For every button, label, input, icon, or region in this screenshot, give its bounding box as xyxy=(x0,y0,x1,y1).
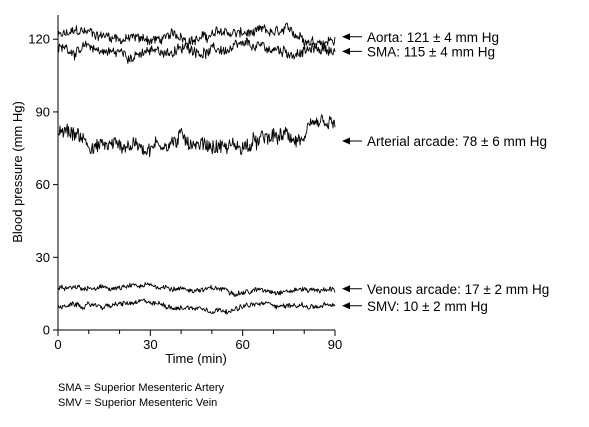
venous-arcade-trace xyxy=(57,282,336,298)
y-tick-label: 30 xyxy=(36,250,50,265)
arterial-arcade-label: Arterial arcade: 78 ± 6 mm Hg xyxy=(367,134,547,149)
x-tick-label: 60 xyxy=(235,337,249,352)
x-axis-title: Time (min) xyxy=(165,351,227,366)
x-tick-label: 0 xyxy=(54,337,61,352)
series-traces xyxy=(57,22,336,315)
y-axis-title: Blood pressure (mm Hg) xyxy=(10,101,25,243)
footnote-sma: SMA = Superior Mesenteric Artery xyxy=(58,382,224,394)
smv-label: SMV: 10 ± 2 mm Hg xyxy=(367,299,488,314)
y-tick-label: 0 xyxy=(43,323,50,338)
venous-arcade-label: Venous arcade: 17 ± 2 mm Hg xyxy=(367,282,549,297)
sma-arrowhead xyxy=(342,47,350,55)
sma-trace xyxy=(57,37,336,64)
smv-trace xyxy=(57,298,336,315)
footnote-smv: SMV = Superior Mesenteric Vein xyxy=(58,397,217,409)
aorta-trace xyxy=(57,22,336,49)
x-tick-label: 30 xyxy=(143,337,157,352)
venous-arcade-arrowhead xyxy=(342,285,350,293)
aorta-arrowhead xyxy=(342,33,350,41)
sma-label: SMA: 115 ± 4 mm Hg xyxy=(367,44,495,59)
axes xyxy=(57,15,335,331)
x-tick-label: 90 xyxy=(328,337,342,352)
arterial-arcade-arrowhead xyxy=(342,137,350,145)
axis-ticks: 0 30 60 90 120 0 30 60 90 xyxy=(28,32,342,352)
y-tick-label: 90 xyxy=(36,104,50,119)
aorta-label: Aorta: 121 ± 4 mm Hg xyxy=(367,30,499,45)
arterial-arcade-trace xyxy=(57,114,336,158)
y-tick-label: 120 xyxy=(28,32,50,47)
smv-arrowhead xyxy=(342,302,350,310)
y-tick-label: 60 xyxy=(36,177,50,192)
